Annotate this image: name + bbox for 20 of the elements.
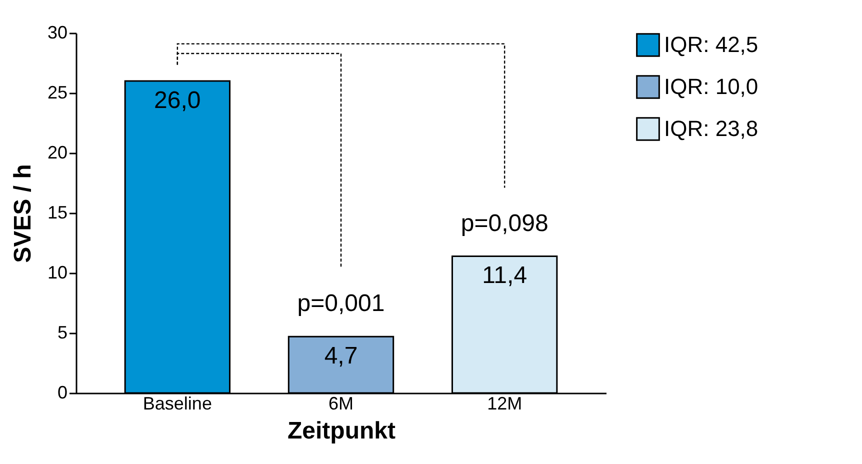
data-label: 26,0 — [154, 87, 201, 114]
y-tick-label: 30 — [47, 22, 68, 42]
data-label: 11,4 — [482, 262, 528, 290]
annotation: p=0,098 — [460, 210, 548, 237]
x-tick-label: 6M — [328, 394, 354, 414]
annotation: p=0,001 — [297, 290, 385, 318]
y-tick-label: 15 — [47, 202, 68, 222]
y-tick-label: 5 — [57, 322, 68, 342]
y-tick-label: 10 — [47, 262, 68, 282]
legend-label: IQR: 10,0 — [664, 74, 758, 99]
x-tick-label: 12M — [487, 394, 522, 414]
legend-label: IQR: 42,5 — [664, 32, 758, 57]
x-axis-title: Zeitpunkt — [288, 418, 396, 444]
y-tick-label: 20 — [47, 142, 68, 162]
y-tick-label: 25 — [47, 82, 68, 102]
data-label: 4,7 — [324, 342, 358, 370]
y-axis-title: SVES / h — [9, 164, 36, 263]
legend-label: IQR: 23,8 — [664, 116, 758, 141]
x-tick-label: Baseline — [142, 394, 212, 414]
y-tick-label: 0 — [57, 382, 68, 402]
